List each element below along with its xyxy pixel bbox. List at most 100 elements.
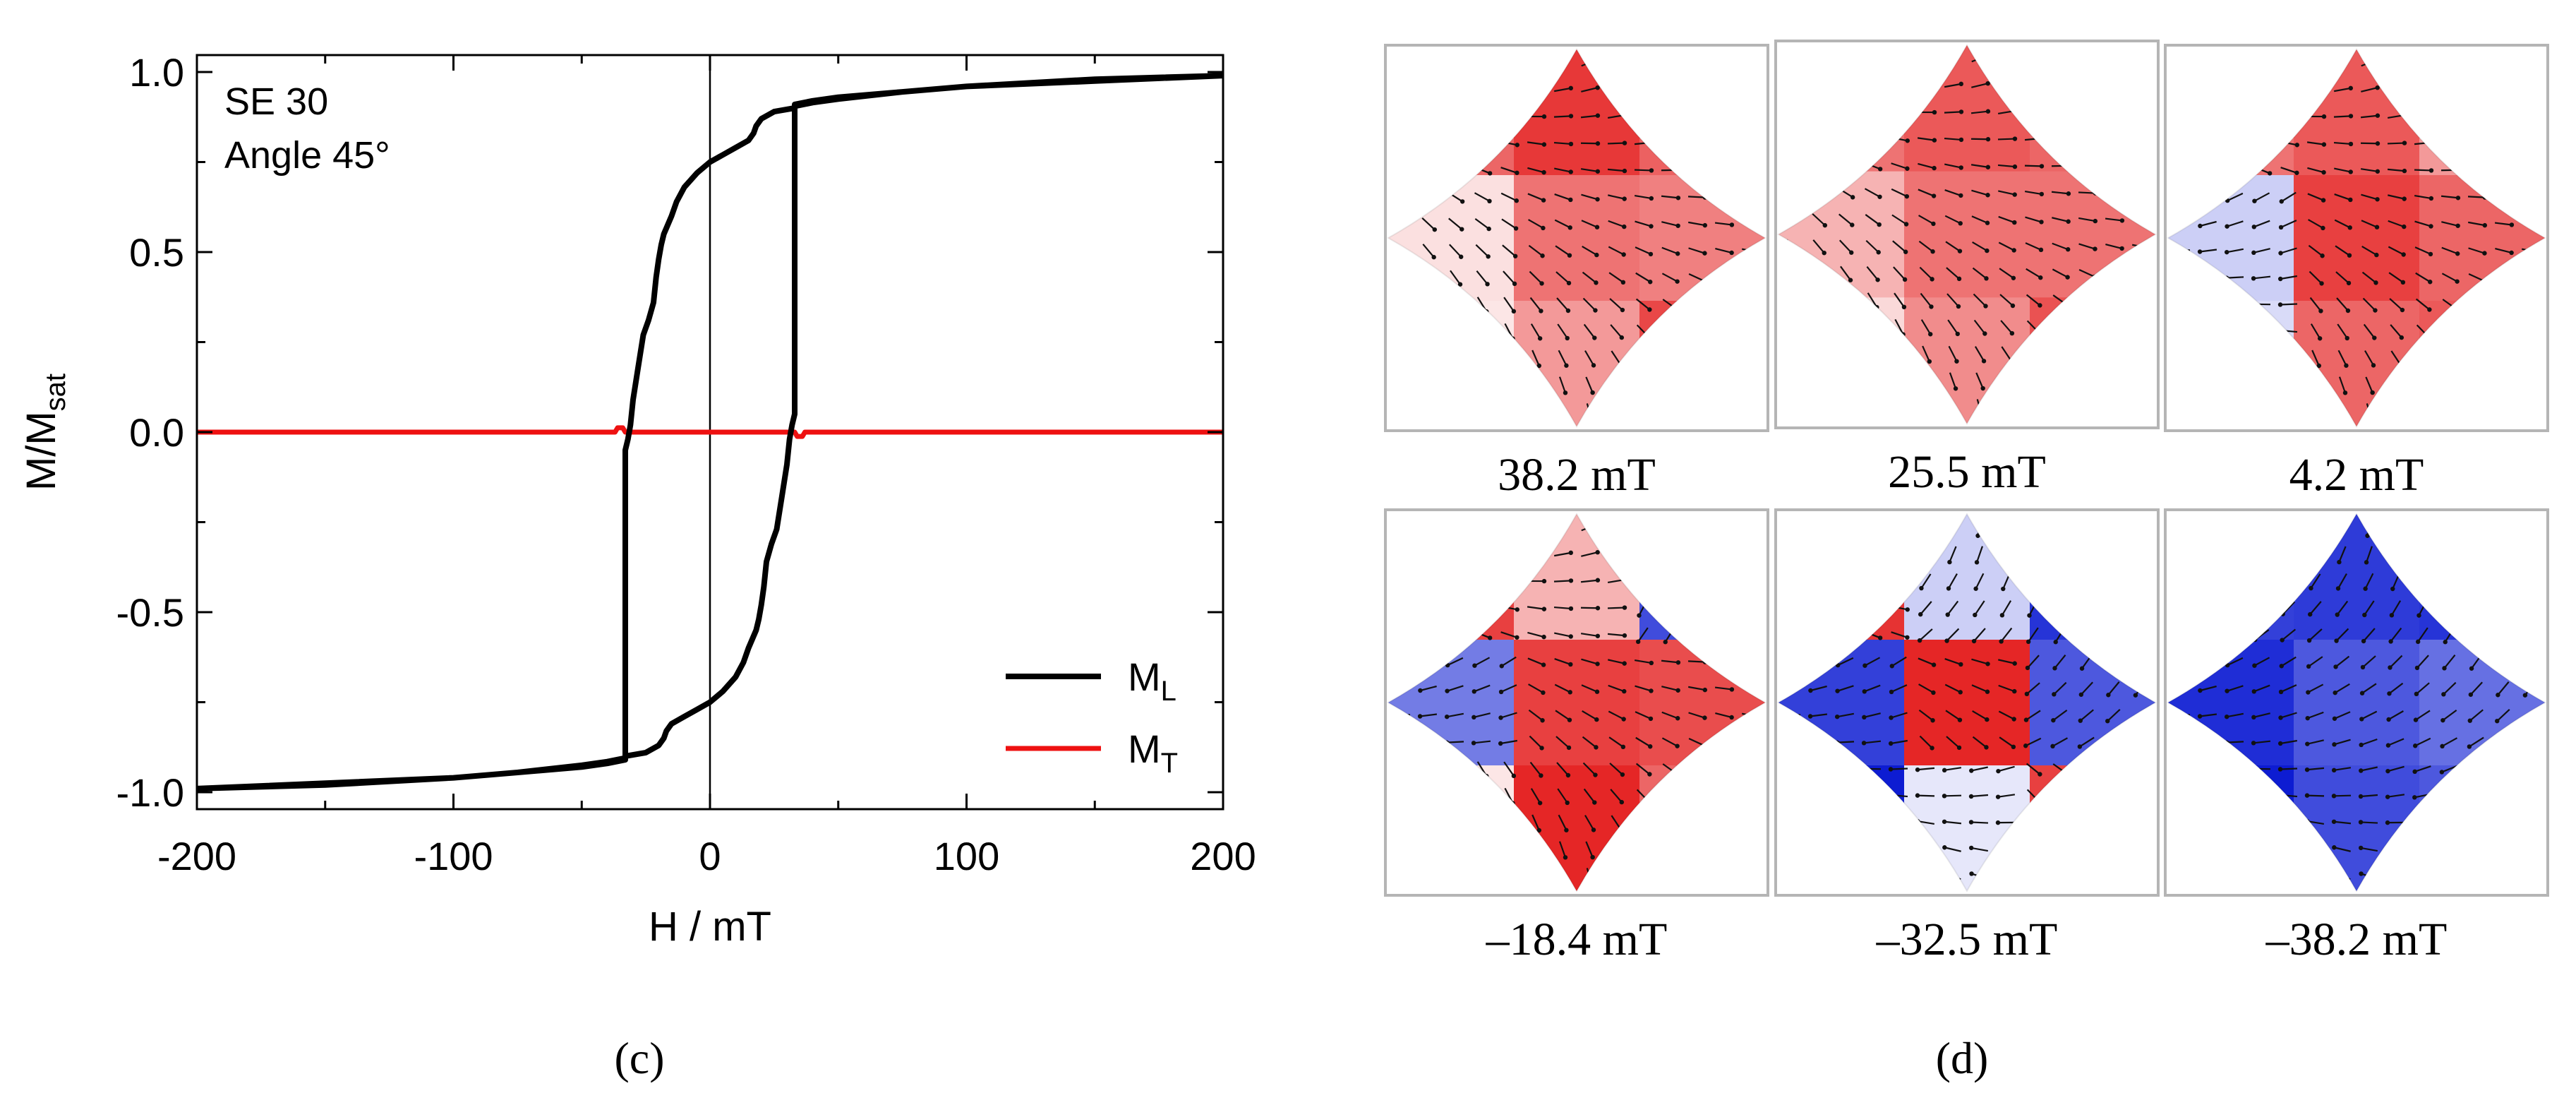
- spin-arrow: [2338, 376, 2347, 393]
- spin-arrow: [1555, 271, 1570, 284]
- spin-arrow-head: [2414, 691, 2419, 697]
- spin-arrow: [1998, 765, 2015, 772]
- spin-arrow: [2000, 320, 2013, 334]
- spin-arrow-head: [1565, 772, 1571, 778]
- spin-arrow-head: [1932, 109, 1937, 115]
- spin-arrow: [2310, 573, 2321, 589]
- spin-arrow: [2306, 820, 2325, 825]
- spin-arrow-head: [1592, 335, 1597, 340]
- spin-arrow: [2441, 246, 2458, 255]
- spin-arrow-head: [1590, 390, 1595, 395]
- spin-arrow-head: [1515, 607, 1519, 612]
- spin-arrow: [2441, 737, 2458, 747]
- spin-arrow: [1528, 219, 1543, 229]
- spin-arrow-head: [1591, 828, 1596, 832]
- spin-arrow-head: [2467, 744, 2472, 749]
- spin-arrow-head: [2496, 693, 2500, 698]
- spin-arrow-head: [2385, 768, 2390, 774]
- spin-arrow-head: [2359, 871, 2364, 876]
- spin-arrow-head: [2093, 246, 2097, 251]
- spin-arrow: [2227, 192, 2244, 202]
- spin-arrow: [1971, 83, 1988, 88]
- spin-arrow-head: [1975, 533, 1980, 538]
- spin-arrow-head: [2400, 280, 2406, 285]
- spin-arrow-head: [2359, 742, 2364, 748]
- spin-arrow-head: [1567, 717, 1572, 722]
- spin-arrow: [1500, 631, 1517, 638]
- spin-arrow-head: [1984, 276, 1989, 281]
- spin-arrow-head: [2066, 247, 2071, 252]
- spin-arrow: [2281, 628, 2297, 641]
- spin-arrow: [1945, 241, 1961, 252]
- spin-arrow-head: [1499, 664, 1504, 669]
- spin-arrow-head: [1431, 255, 1436, 260]
- spin-arrow-head: [1595, 606, 1601, 611]
- spin-arrow: [2052, 737, 2069, 747]
- spin-arrow-head: [2388, 639, 2393, 644]
- spin-arrow-head: [1822, 222, 1828, 228]
- spin-arrow-head: [2012, 688, 2017, 694]
- spin-arrow-head: [2077, 744, 2083, 749]
- spin-arrow-head: [2318, 309, 2323, 313]
- spin-arrow-head: [1905, 166, 1910, 171]
- spin-arrow: [2226, 741, 2244, 743]
- spin-arrow: [1944, 683, 1961, 693]
- spin-arrow: [1917, 767, 1935, 771]
- spin-arrow: [1531, 814, 1540, 831]
- spin-arrow-head: [1418, 688, 1423, 693]
- spin-arrow: [2360, 821, 2378, 824]
- spin-arrow-head: [2345, 335, 2349, 341]
- spin-arrow-head: [2375, 169, 2381, 174]
- spin-arrow-head: [1648, 716, 1654, 722]
- spin-arrow-head: [2455, 279, 2460, 284]
- spin-arrow: [2468, 273, 2485, 282]
- spin-arrow-head: [1459, 199, 1465, 204]
- spin-arrow: [1946, 267, 1960, 280]
- spin-arrow-head: [2320, 253, 2325, 258]
- spin-arrow: [1972, 241, 1987, 252]
- spin-arrow: [1503, 761, 1515, 777]
- spin-arrow-head: [2224, 714, 2229, 719]
- spin-arrow: [1864, 657, 1881, 667]
- spin-arrow: [2334, 193, 2351, 201]
- spin-arrow-head: [1875, 277, 1880, 282]
- spin-arrow-head: [2388, 665, 2393, 670]
- spin-arrow: [1891, 631, 1908, 638]
- spin-arrow-head: [2316, 363, 2321, 369]
- spin-arrow: [2199, 249, 2217, 253]
- spin-arrow: [1608, 659, 1625, 664]
- spin-arrow-head: [1541, 225, 1546, 231]
- spin-arrow: [1529, 270, 1543, 285]
- spin-arrow-head: [2012, 136, 2018, 141]
- spin-arrow-head: [2280, 638, 2285, 643]
- spin-arrow-head: [1568, 578, 1574, 583]
- spin-arrow-head: [2365, 533, 2370, 538]
- spin-arrow: [1607, 633, 1625, 637]
- y-axis-label: M/Msat: [18, 374, 71, 491]
- field-label: –32.5 mT: [1876, 914, 2058, 965]
- spin-arrow-head: [2372, 335, 2377, 340]
- spin-arrow-head: [1515, 170, 1519, 175]
- spin-arrow-head: [1877, 222, 1882, 227]
- spin-arrow: [2052, 268, 2069, 278]
- spin-arrow: [1812, 239, 1825, 253]
- legend-label-M_L: ML: [1128, 655, 1176, 707]
- spin-arrow: [1582, 245, 1597, 256]
- spin-arrow-head: [1675, 688, 1680, 693]
- spin-arrow-head: [2468, 692, 2474, 697]
- spin-arrow-head: [1592, 800, 1597, 805]
- spin-arrow-head: [2052, 692, 2057, 697]
- spin-arrow: [2388, 246, 2405, 256]
- spin-arrow: [1972, 267, 1987, 280]
- spin-arrow-head: [1566, 280, 1572, 286]
- spin-arrow: [1556, 762, 1569, 776]
- spin-arrow: [1635, 685, 1651, 692]
- spin-arrow-head: [1568, 85, 1574, 91]
- spin-arrow-head: [1595, 85, 1600, 90]
- map-tile: –32.5 mT: [1774, 508, 2160, 965]
- spin-arrow: [1920, 573, 1932, 589]
- spin-arrow-head: [1487, 171, 1493, 176]
- spin-arrow: [2415, 272, 2431, 283]
- spin-arrow: [2417, 627, 2428, 643]
